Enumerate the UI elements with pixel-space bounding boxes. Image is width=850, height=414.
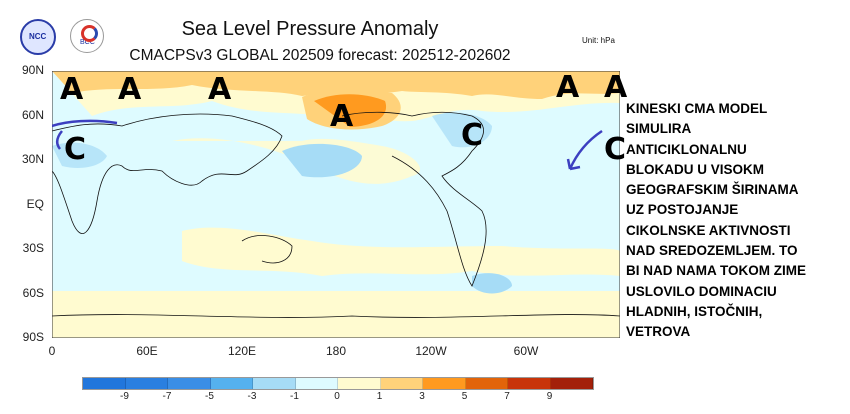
lat-label: 90N	[21, 63, 44, 77]
colorbar-label: 7	[504, 391, 510, 402]
high-marker: A	[208, 72, 232, 107]
negative-anomaly-npacific	[282, 143, 362, 178]
lon-label: 120E	[227, 344, 257, 358]
lat-label: 60S	[22, 286, 44, 300]
colorbar-label: -1	[290, 391, 299, 402]
negative-anomaly-mediterranean	[52, 142, 107, 168]
high-marker: A	[118, 72, 142, 107]
colorbar-swatch	[125, 378, 168, 389]
ncc-logo-text: NCC	[29, 32, 47, 41]
strong-positive-anomaly-pacific	[314, 94, 387, 127]
colorbar-swatch	[423, 378, 466, 389]
colorbar-swatch	[338, 378, 381, 389]
unit-label: Unit: hPa	[582, 36, 615, 45]
positive-anomaly-antarctic	[52, 291, 620, 338]
arrow-europe-icon	[52, 119, 118, 150]
lon-label: 180	[325, 344, 347, 358]
lat-label: 30N	[21, 152, 44, 166]
colorbar-swatch	[210, 378, 253, 389]
lat-label: 60N	[21, 108, 44, 122]
low-marker: C	[604, 132, 627, 167]
chart-subtitle: CMACPSv3 GLOBAL 202509 forecast: 202512-…	[129, 47, 511, 64]
high-marker: A	[330, 99, 354, 134]
lat-label: 90S	[22, 330, 44, 344]
lat-label: 30S	[22, 241, 44, 255]
colorbar-label: -9	[120, 391, 129, 402]
colorbar-swatch	[295, 378, 338, 389]
coastlines	[52, 111, 620, 318]
negative-anomaly-namerica	[432, 112, 492, 148]
colorbar-label: -7	[162, 391, 172, 402]
colorbar-swatch	[380, 378, 423, 389]
lon-label: 60E	[136, 344, 158, 358]
low-marker: C	[64, 132, 87, 167]
colorbar-swatch	[465, 378, 508, 389]
negative-anomaly-spacific	[472, 273, 512, 294]
colorbar-label: -5	[205, 391, 214, 402]
colorbar-swatch	[83, 378, 126, 389]
lon-label: 0	[48, 344, 56, 358]
bcc-logo: BCC	[70, 19, 104, 53]
high-marker: A	[556, 70, 580, 105]
colorbar-label: -3	[247, 391, 257, 402]
lon-label: 60W	[513, 344, 539, 358]
colorbar-label: 9	[546, 391, 553, 402]
colorbar-label: 3	[419, 391, 425, 402]
arrow-atlantic-icon	[566, 129, 603, 171]
bcc-logo-text: BCC	[80, 39, 95, 46]
positive-anomaly-south	[182, 227, 620, 276]
lon-label: 120W	[415, 344, 447, 358]
colorbar-swatch	[253, 378, 296, 389]
positive-anomaly-pacific-mid	[172, 138, 421, 184]
chart-title: Sea Level Pressure Anomaly	[181, 18, 439, 40]
high-marker: A	[604, 70, 628, 105]
colorbar-label: 5	[461, 391, 468, 402]
lat-label: EQ	[26, 197, 44, 211]
colorbar-label: 0	[334, 391, 340, 402]
colorbar-swatch	[508, 378, 551, 389]
low-marker: C	[461, 118, 484, 153]
colorbar-swatch	[550, 378, 593, 389]
colorbar	[82, 377, 594, 390]
high-marker: A	[60, 72, 84, 107]
positive-anomaly-polar	[52, 71, 620, 99]
colorbar-label: 1	[376, 391, 383, 402]
annotation-note: KINESKI CMA MODEL SIMULIRA ANTICIKLONALN…	[626, 101, 806, 340]
anomaly-map	[52, 71, 620, 338]
ncc-logo: NCC	[20, 19, 56, 55]
colorbar-swatch	[168, 378, 211, 389]
